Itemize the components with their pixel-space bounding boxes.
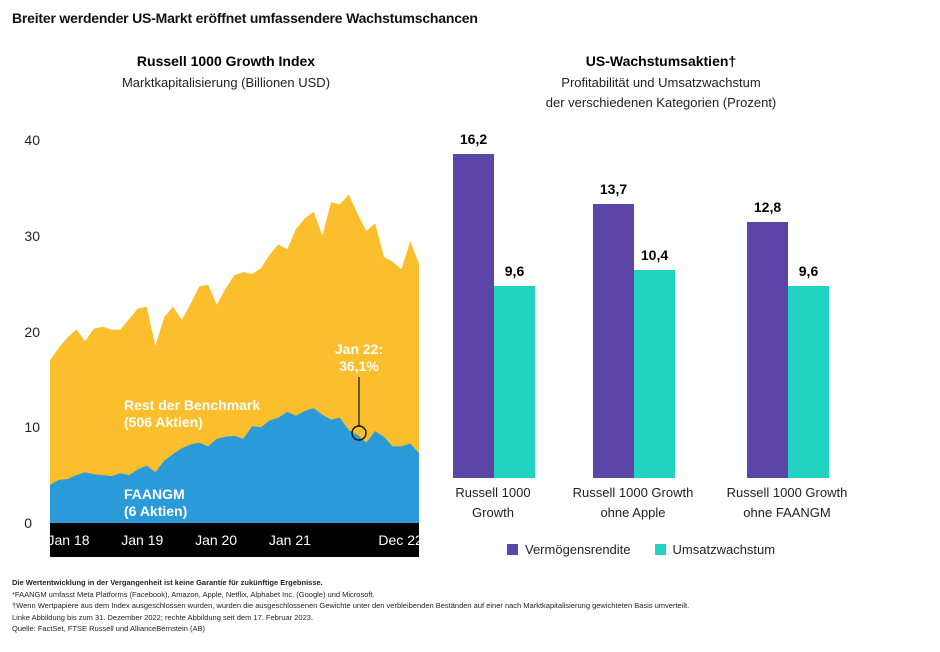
page-title: Breiter werdender US-Markt eröffnet umfa… — [12, 10, 478, 26]
category-label: Russell 1000 Growth — [573, 485, 694, 500]
x-tick-label: Jan 19 — [121, 532, 163, 548]
footnote-line: *FAANGM umfasst Meta Platforms (Facebook… — [12, 589, 375, 599]
area-faangm — [50, 408, 419, 523]
category-label: Russell 1000 Growth — [727, 485, 848, 500]
bar-value-label: 16,2 — [460, 131, 487, 147]
legend-swatch-teal — [654, 544, 666, 555]
legend-label: Vermögensrendite — [525, 542, 631, 557]
annotation-line2: 36,1% — [339, 358, 379, 374]
category-label: ohne FAANGM — [743, 505, 830, 520]
rest-area-label-count: (506 Aktien) — [124, 414, 203, 430]
legend-label: Umsatzwachstum — [672, 542, 776, 557]
footnote-line: †Wenn Wertpapiere aus dem Index ausgesch… — [12, 601, 690, 610]
y-tick-label: 20 — [24, 324, 40, 340]
right-chart-title: US-Wachstumsaktien† — [586, 53, 736, 69]
x-tick-label: Jan 20 — [195, 532, 237, 548]
x-tick-label: Dec 22 — [378, 532, 423, 548]
left-chart-title: Russell 1000 Growth Index — [137, 53, 315, 69]
x-tick-label: Jan 18 — [47, 532, 89, 548]
rest-area-label: Rest der Benchmark — [124, 397, 260, 413]
bar-umsatzwachstum-ohne-faangm — [788, 286, 829, 478]
bar-value-label: 10,4 — [641, 247, 668, 263]
left-chart-subtitle: Marktkapitalisierung (Billionen USD) — [122, 75, 330, 90]
charts-canvas: Russell 1000 Growth Index Marktkapitalis… — [24, 53, 847, 557]
legend-item-vermoegensrendite: Vermögensrendite — [507, 542, 631, 557]
bar-vermoegensrendite-r1000-growth — [453, 154, 494, 478]
faangm-area-label-count: (6 Aktien) — [124, 503, 187, 519]
bar-value-label: 9,6 — [505, 263, 525, 279]
right-chart-subtitle-1: Profitabilität und Umsatzwachstum — [561, 75, 760, 90]
legend-item-umsatzwachstum: Umsatzwachstum — [654, 542, 776, 557]
left-y-axis: 0 10 20 30 40 — [24, 132, 40, 531]
bar-value-label: 13,7 — [600, 181, 627, 197]
left-x-axis: Jan 18 Jan 19 Jan 20 Jan 21 Dec 22 — [47, 532, 423, 548]
faangm-area-label: FAANGM — [124, 486, 185, 502]
annotation-marker — [351, 425, 367, 441]
y-tick-label: 40 — [24, 132, 40, 148]
right-chart-subtitle-2: der verschiedenen Kategorien (Prozent) — [546, 95, 777, 110]
y-tick-label: 10 — [24, 419, 40, 435]
category-label: Growth — [472, 505, 514, 520]
category-label: Russell 1000 — [455, 485, 530, 500]
bar-category-labels: Russell 1000 Growth Russell 1000 Growth … — [455, 485, 847, 520]
legend-swatch-purple — [507, 544, 518, 555]
annotation-line1: Jan 22: — [335, 341, 383, 357]
x-tick-label: Jan 21 — [269, 532, 311, 548]
bar-value-label: 9,6 — [799, 263, 819, 279]
bar-umsatzwachstum-ohne-apple — [634, 270, 675, 478]
bar-vermoegensrendite-ohne-faangm — [747, 222, 788, 478]
footnote-line: Quelle: FactSet, FTSE Russell und Allian… — [12, 624, 206, 633]
bar-vermoegensrendite-ohne-apple — [593, 204, 634, 478]
footnote-line: Linke Abbildung bis zum 31. Dezember 202… — [12, 612, 314, 622]
y-tick-label: 0 — [24, 515, 32, 531]
bar-value-label: 12,8 — [754, 199, 781, 215]
footnote-disclaimer: Die Wertentwicklung in der Vergangenheit… — [12, 578, 323, 587]
bar-group — [453, 154, 829, 478]
bar-value-labels: 16,2 9,6 13,7 10,4 12,8 9,6 — [460, 131, 819, 279]
category-label: ohne Apple — [600, 505, 665, 520]
bar-legend: Vermögensrendite Umsatzwachstum — [507, 542, 799, 557]
jan22-annotation: Jan 22: 36,1% — [335, 341, 383, 441]
y-tick-label: 30 — [24, 228, 40, 244]
left-x-axis-band — [50, 523, 419, 557]
bar-umsatzwachstum-r1000-growth — [494, 286, 535, 478]
footnotes: Die Wertentwicklung in der Vergangenheit… — [12, 577, 932, 635]
